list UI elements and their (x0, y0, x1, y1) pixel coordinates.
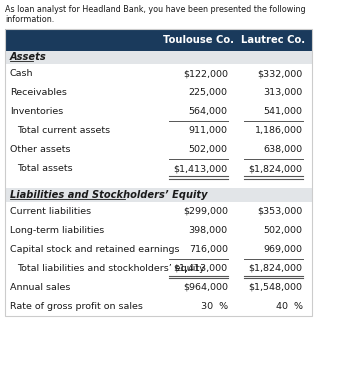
Text: 398,000: 398,000 (189, 226, 228, 235)
FancyBboxPatch shape (5, 50, 312, 64)
Text: $1,824,000: $1,824,000 (248, 164, 302, 173)
Text: $122,000: $122,000 (183, 70, 228, 78)
Text: $1,413,000: $1,413,000 (174, 164, 228, 173)
Text: As loan analyst for Headland Bank, you have been presented the following informa: As loan analyst for Headland Bank, you h… (5, 5, 306, 24)
Text: $1,413,000: $1,413,000 (174, 264, 228, 273)
Text: 541,000: 541,000 (264, 107, 302, 116)
Text: 502,000: 502,000 (189, 145, 228, 154)
Text: Other assets: Other assets (10, 145, 70, 154)
Text: Total liabilities and stockholders’ equity: Total liabilities and stockholders’ equi… (17, 264, 205, 273)
Text: 30  %: 30 % (201, 301, 228, 311)
Text: 969,000: 969,000 (264, 245, 302, 254)
Text: $332,000: $332,000 (257, 70, 302, 78)
Text: Assets: Assets (10, 53, 47, 63)
Text: Long-term liabilities: Long-term liabilities (10, 226, 104, 235)
Text: Cash: Cash (10, 70, 33, 78)
Text: Rate of gross profit on sales: Rate of gross profit on sales (10, 301, 142, 311)
Text: 40  %: 40 % (275, 301, 302, 311)
Text: Annual sales: Annual sales (10, 283, 70, 291)
Text: $1,824,000: $1,824,000 (248, 264, 302, 273)
Text: $299,000: $299,000 (183, 207, 228, 216)
Text: Total assets: Total assets (17, 164, 72, 173)
Text: 225,000: 225,000 (189, 88, 228, 98)
Text: $353,000: $353,000 (257, 207, 302, 216)
Text: 638,000: 638,000 (264, 145, 302, 154)
FancyBboxPatch shape (5, 29, 312, 50)
Text: 502,000: 502,000 (264, 226, 302, 235)
Text: Inventories: Inventories (10, 107, 63, 116)
Text: 313,000: 313,000 (263, 88, 302, 98)
Text: Current liabilities: Current liabilities (10, 207, 91, 216)
Text: Lautrec Co.: Lautrec Co. (241, 35, 305, 45)
Text: Liabilities and Stockholders’ Equity: Liabilities and Stockholders’ Equity (10, 190, 207, 200)
Text: $964,000: $964,000 (183, 283, 228, 291)
Text: 716,000: 716,000 (189, 245, 228, 254)
Text: Capital stock and retained earnings: Capital stock and retained earnings (10, 245, 179, 254)
Text: 911,000: 911,000 (189, 126, 228, 135)
Text: 564,000: 564,000 (189, 107, 228, 116)
Text: Toulouse Co.: Toulouse Co. (163, 35, 234, 45)
Text: $1,548,000: $1,548,000 (248, 283, 302, 291)
Text: Receivables: Receivables (10, 88, 66, 98)
Text: 1,186,000: 1,186,000 (254, 126, 302, 135)
Text: Total current assets: Total current assets (17, 126, 110, 135)
FancyBboxPatch shape (5, 188, 312, 202)
